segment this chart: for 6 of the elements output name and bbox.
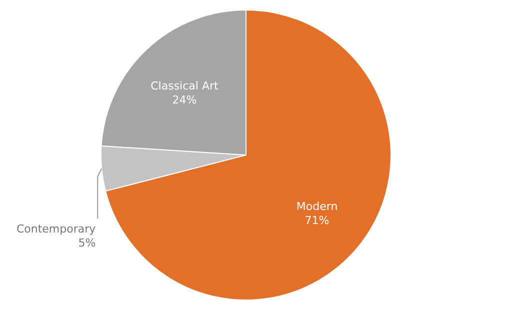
slice-label: Classical Art <box>150 79 219 92</box>
data-label: 71% <box>304 214 330 228</box>
slice-label: Modern <box>296 200 338 214</box>
data-label: 24% <box>172 93 197 106</box>
slice-label: Contemporary <box>16 222 96 236</box>
data-label: 5% <box>78 236 96 250</box>
